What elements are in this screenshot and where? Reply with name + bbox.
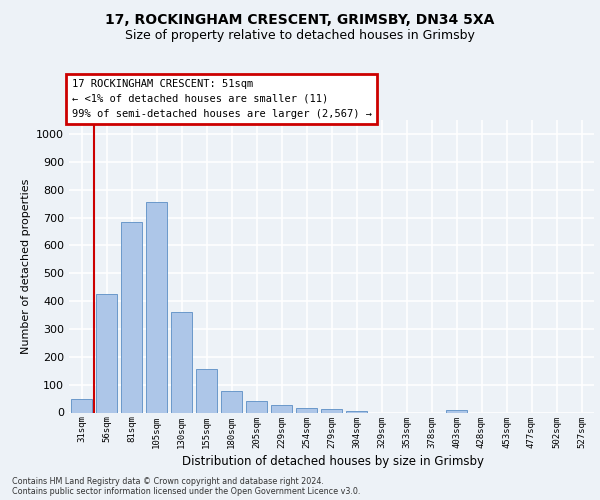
Bar (346, 410, 367, 412)
Bar (296, 408, 317, 412)
Bar (271, 405, 292, 412)
Bar (321, 410, 342, 412)
Bar (121, 222, 142, 412)
Bar (246, 402, 267, 412)
Text: Contains HM Land Registry data © Crown copyright and database right 2024.: Contains HM Land Registry data © Crown c… (12, 477, 324, 486)
Bar (146, 202, 167, 412)
Bar (96, 294, 117, 412)
Text: 17 ROCKINGHAM CRESCENT: 51sqm
← <1% of detached houses are smaller (11)
99% of s: 17 ROCKINGHAM CRESCENT: 51sqm ← <1% of d… (71, 79, 371, 118)
Text: Size of property relative to detached houses in Grimsby: Size of property relative to detached ho… (125, 29, 475, 42)
Bar (221, 392, 242, 412)
Text: 17, ROCKINGHAM CRESCENT, GRIMSBY, DN34 5XA: 17, ROCKINGHAM CRESCENT, GRIMSBY, DN34 5… (106, 12, 494, 26)
Text: Contains public sector information licensed under the Open Government Licence v3: Contains public sector information licen… (12, 487, 361, 496)
Bar (196, 370, 217, 412)
Bar (446, 410, 467, 412)
Bar (171, 312, 192, 412)
Bar (71, 398, 92, 412)
Y-axis label: Number of detached properties: Number of detached properties (20, 178, 31, 354)
Text: Distribution of detached houses by size in Grimsby: Distribution of detached houses by size … (182, 454, 484, 468)
